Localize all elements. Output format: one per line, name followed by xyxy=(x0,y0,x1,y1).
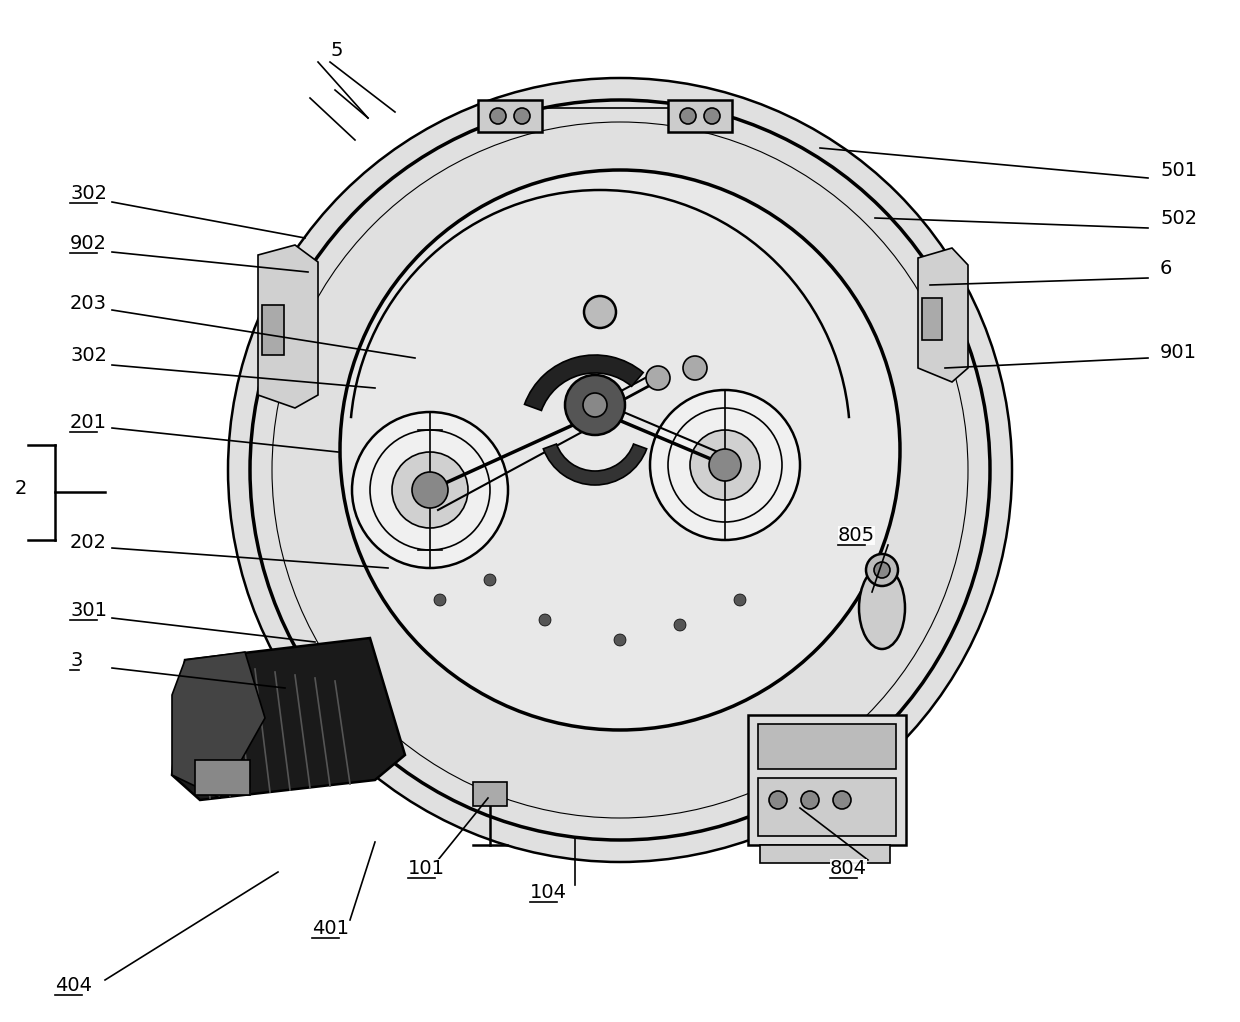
Circle shape xyxy=(704,108,720,124)
Bar xyxy=(923,298,942,340)
Text: 101: 101 xyxy=(408,858,445,878)
Circle shape xyxy=(646,366,670,390)
Circle shape xyxy=(342,172,898,728)
Text: 5: 5 xyxy=(330,41,342,59)
Wedge shape xyxy=(543,444,647,485)
Text: 302: 302 xyxy=(69,184,107,202)
Bar xyxy=(758,778,897,836)
Text: 301: 301 xyxy=(69,601,107,619)
Circle shape xyxy=(833,791,851,809)
Bar xyxy=(472,782,507,806)
Text: 3: 3 xyxy=(69,650,82,669)
Text: 902: 902 xyxy=(69,233,107,252)
Text: 804: 804 xyxy=(830,858,867,878)
Bar xyxy=(758,724,897,769)
Circle shape xyxy=(584,296,616,328)
Polygon shape xyxy=(258,245,317,408)
Polygon shape xyxy=(668,100,732,132)
Circle shape xyxy=(228,78,1012,862)
Text: 201: 201 xyxy=(69,413,107,431)
Circle shape xyxy=(515,108,529,124)
Circle shape xyxy=(709,449,742,481)
Text: 502: 502 xyxy=(1159,208,1197,228)
Text: 104: 104 xyxy=(529,883,567,901)
Text: 805: 805 xyxy=(838,525,875,545)
Text: 202: 202 xyxy=(69,532,107,552)
Bar xyxy=(760,845,890,863)
Text: 501: 501 xyxy=(1159,160,1197,180)
Circle shape xyxy=(490,108,506,124)
Circle shape xyxy=(769,791,787,809)
Text: 404: 404 xyxy=(55,976,92,994)
Circle shape xyxy=(352,412,508,568)
Circle shape xyxy=(412,472,448,508)
Circle shape xyxy=(801,791,818,809)
Text: 401: 401 xyxy=(312,919,348,937)
Bar xyxy=(195,760,250,795)
Text: 901: 901 xyxy=(1159,342,1197,362)
Circle shape xyxy=(650,390,800,540)
Circle shape xyxy=(689,430,760,500)
Circle shape xyxy=(680,108,696,124)
Text: 302: 302 xyxy=(69,345,107,365)
Circle shape xyxy=(484,574,496,586)
Circle shape xyxy=(392,452,467,528)
Circle shape xyxy=(614,634,626,646)
Circle shape xyxy=(683,356,707,380)
Circle shape xyxy=(675,619,686,631)
Wedge shape xyxy=(525,355,644,411)
Ellipse shape xyxy=(859,567,905,649)
Circle shape xyxy=(539,614,551,626)
Text: 2: 2 xyxy=(15,478,27,498)
Bar xyxy=(748,715,906,845)
Text: 6: 6 xyxy=(1159,259,1172,278)
Circle shape xyxy=(565,375,625,435)
Circle shape xyxy=(434,594,446,606)
Bar xyxy=(262,305,284,355)
Circle shape xyxy=(734,594,746,606)
Text: 203: 203 xyxy=(69,293,107,313)
Polygon shape xyxy=(172,652,265,798)
Polygon shape xyxy=(918,248,968,382)
Polygon shape xyxy=(172,638,405,800)
Circle shape xyxy=(874,562,890,578)
Polygon shape xyxy=(477,100,542,132)
Circle shape xyxy=(583,393,608,417)
Circle shape xyxy=(866,554,898,586)
